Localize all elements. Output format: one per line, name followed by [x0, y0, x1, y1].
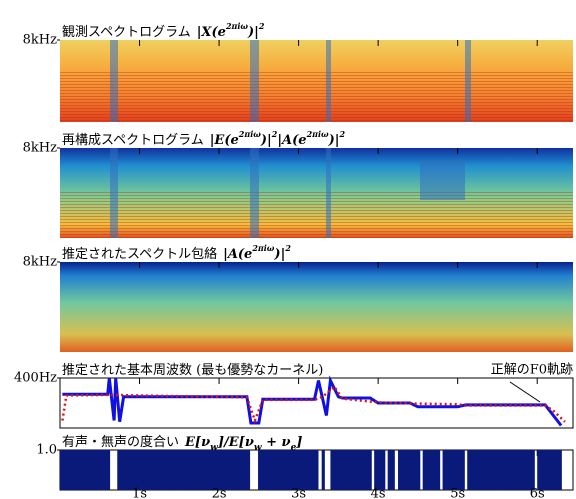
formula-part: 2	[271, 129, 278, 139]
panel-title-text: 推定されたスペクトル包絡	[62, 246, 217, 262]
formula-part: |A(e	[223, 247, 252, 262]
y-tick-label: 8kHz	[23, 255, 57, 270]
x-tick-label: 6s	[530, 487, 545, 499]
formula-part: )|	[260, 133, 272, 148]
harmonics	[60, 72, 573, 122]
f0-line	[61, 384, 566, 425]
formula-part: )|	[247, 25, 259, 40]
voicing-bar	[117, 450, 251, 490]
voicing-bar	[60, 450, 111, 490]
formula-part: 2πiω	[251, 243, 274, 253]
formula-part: 2	[284, 243, 291, 253]
voicing-bar	[442, 450, 465, 490]
formula-part: ]	[295, 435, 302, 450]
formula-part: ]/E[ν	[217, 435, 254, 450]
formula-part: )|	[328, 133, 340, 148]
formula-part: |X(e	[197, 25, 226, 40]
spectrogram	[60, 262, 573, 352]
formula-part: 2	[339, 129, 346, 139]
formula-part: w	[254, 443, 262, 453]
y-tick-label: 400Hz	[14, 371, 57, 386]
panel-title: 有声・無声の度合い E[νw]/E[νw + νe]	[62, 434, 302, 453]
voicing-bar	[374, 450, 386, 490]
panel-title: 推定されたスペクトル包絡 |A(e2πiω)|2	[62, 243, 291, 262]
annotation: 正解のF0軌跡	[491, 362, 573, 378]
panel-title: 推定された基本周波数 (最も優勢なカーネル)	[62, 363, 323, 378]
frame	[59, 377, 574, 429]
x-tick-label: 2s	[212, 487, 227, 499]
voicing-bar	[398, 450, 421, 490]
unvoiced-columns	[110, 40, 471, 238]
voicing-bar	[387, 450, 395, 490]
formula-part: w	[210, 443, 218, 453]
formula-part: + ν	[262, 435, 291, 450]
y-tick-label: 1.0	[36, 443, 57, 458]
annotation-arrow	[509, 381, 541, 403]
formula-part: 2πiω	[238, 129, 261, 139]
spectrogram-images	[59, 40, 574, 491]
x-tick-label: 3s	[291, 487, 306, 499]
f0-line	[62, 375, 563, 427]
panel-title-text: 再構成スペクトログラム	[62, 133, 204, 148]
x-tick-label: 5s	[450, 487, 465, 499]
voicing-bar	[321, 450, 325, 490]
formula-part: e	[291, 443, 297, 453]
formula-part: 2	[258, 21, 265, 31]
formula-part: |A(e	[277, 133, 306, 148]
formula-part: 2πiω	[225, 21, 248, 31]
panel-title: 観測スペクトログラム |X(e2πiω)|2	[62, 21, 265, 40]
y-tick-label: 8kHz	[23, 33, 57, 48]
x-tick-label: 1s	[132, 487, 147, 499]
panel-title-text: 推定された基本周波数 (最も優勢なカーネル)	[62, 363, 323, 378]
voicing-bar	[330, 450, 372, 490]
y-tick-label: 8kHz	[23, 141, 57, 156]
panel-title: 再構成スペクトログラム |E(e2πiω)|2|A(e2πiω)|2	[62, 129, 346, 148]
voicing-bar	[422, 450, 441, 490]
panel-title-text: 有声・無声の度合い	[62, 434, 179, 450]
x-tick-label: 4s	[371, 487, 386, 499]
harmonics	[60, 190, 573, 238]
voicing-bar	[537, 450, 562, 490]
voicing-bar	[467, 450, 535, 490]
formula-part: E[ν	[184, 435, 210, 450]
formula-part: |E(e	[210, 133, 239, 148]
formula-part: 2πiω	[306, 129, 329, 139]
formula-part: )|	[273, 247, 285, 262]
voicing-bar	[258, 450, 319, 490]
panel-title-text: 観測スペクトログラム	[62, 25, 191, 40]
